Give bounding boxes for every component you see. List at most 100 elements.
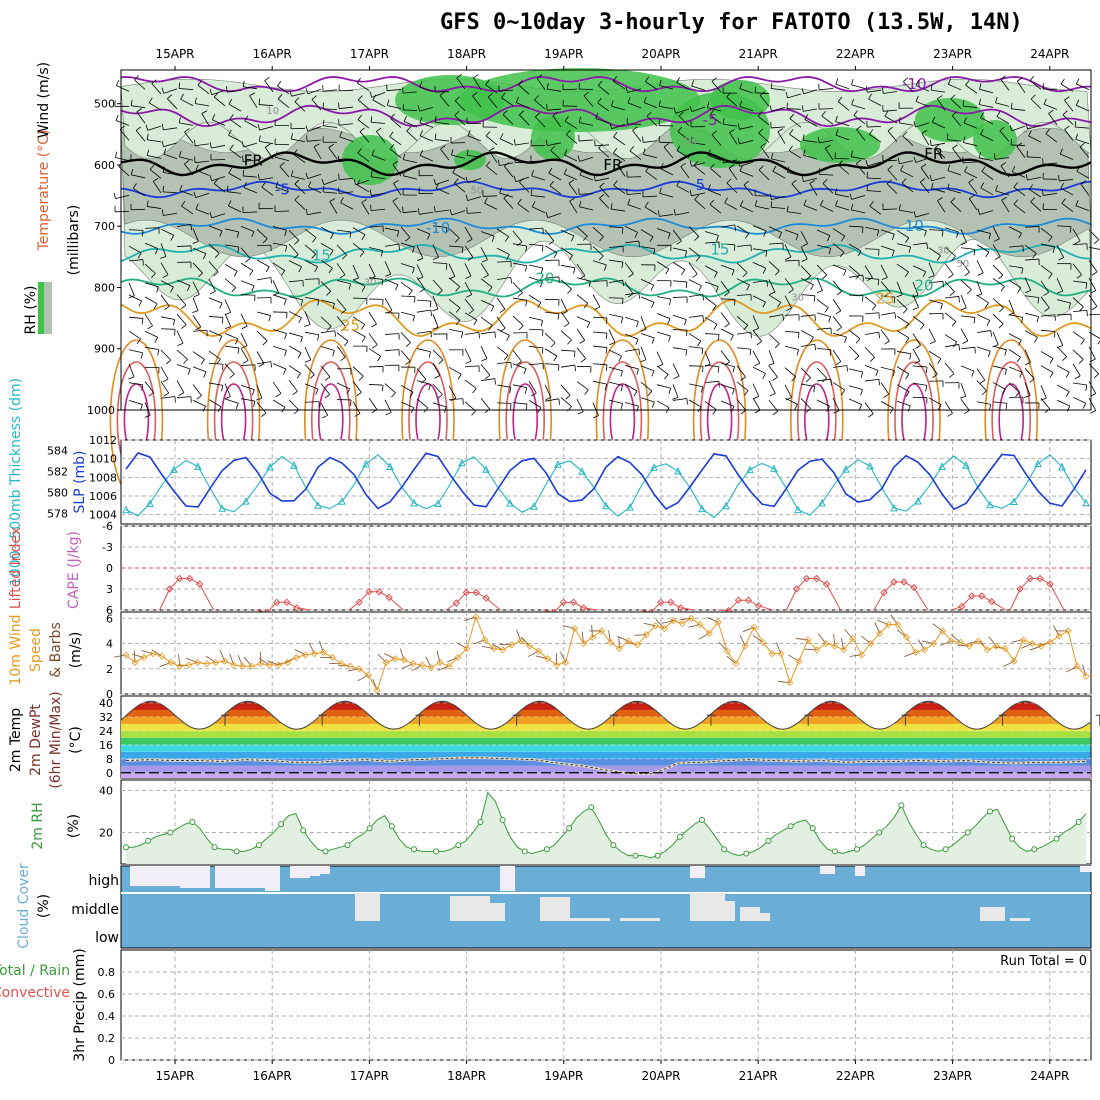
wind-barb xyxy=(944,246,956,257)
wind-barb-flag xyxy=(258,173,260,180)
wind-barb xyxy=(832,332,847,338)
wind-barb-flag xyxy=(1034,336,1038,343)
wind-barb xyxy=(784,330,799,333)
wind-barb-flag xyxy=(926,242,928,249)
wind-barb xyxy=(643,154,658,159)
wind-barb xyxy=(726,182,738,194)
wind-barb-flag xyxy=(594,306,601,310)
wind-barb xyxy=(851,209,866,214)
wind-barb xyxy=(515,102,530,109)
wind-barb xyxy=(979,157,994,162)
wind-barb xyxy=(400,401,414,408)
wind-barb xyxy=(1040,351,1054,359)
wind10m-marker xyxy=(1055,632,1063,640)
wind10m-barb xyxy=(840,638,845,650)
wind-barb-flag xyxy=(803,199,807,206)
wind-barb-flag xyxy=(835,310,842,315)
wind-barb xyxy=(560,311,570,324)
wind-barb xyxy=(678,115,690,127)
wind-barb xyxy=(512,282,523,293)
wind-barb xyxy=(882,208,898,210)
wind-barb xyxy=(768,314,783,318)
wind-barb-flag xyxy=(541,347,544,354)
thickness-marker xyxy=(482,465,490,473)
wind-barb xyxy=(576,347,587,359)
wind-barb xyxy=(432,225,447,228)
wind-barb xyxy=(980,134,994,142)
wind-barb-flag xyxy=(574,365,576,372)
thickness-marker xyxy=(890,503,898,512)
wind-barb xyxy=(707,154,722,161)
wind-barb xyxy=(880,245,895,251)
wind-barb-flag xyxy=(678,111,684,117)
wind-barb xyxy=(562,88,578,91)
wind-barb xyxy=(368,263,376,277)
wind-barb-flag xyxy=(803,149,806,156)
wind-barb xyxy=(208,350,221,360)
wind-barb xyxy=(752,350,761,364)
wind-barb xyxy=(944,281,955,293)
wind-barb xyxy=(163,172,178,175)
wind-barb xyxy=(163,212,178,216)
wind-barb-flag xyxy=(638,348,641,355)
temp-color-band xyxy=(121,751,1091,759)
wind10m-barb xyxy=(608,630,611,643)
wind10m-marker xyxy=(615,645,624,653)
precip-tick-label: 0.2 xyxy=(98,1032,116,1045)
contour-label: -5 xyxy=(275,180,290,198)
wind-barb xyxy=(963,122,978,129)
wind-barb xyxy=(368,384,384,386)
wind-barb-flag xyxy=(573,351,576,358)
wind-barb xyxy=(578,88,594,91)
wind-barb-flag xyxy=(1093,373,1099,379)
wind-barb-flag xyxy=(734,224,737,231)
wind-barb-flag xyxy=(162,123,164,130)
wind-barb-flag xyxy=(155,248,159,255)
wind-barb-flag xyxy=(489,147,495,152)
wind-barb xyxy=(432,314,439,328)
wind-barb xyxy=(579,174,594,181)
wind-barb-flag xyxy=(326,326,332,331)
cloud-middle-block xyxy=(760,913,770,921)
run-total-label: Run Total = 0 xyxy=(1000,954,1087,969)
wind-barb xyxy=(517,203,530,213)
wind-barb-flag xyxy=(370,170,373,177)
lifted-index-line xyxy=(873,581,929,611)
wind-barb xyxy=(181,205,194,215)
wind-barb-flag xyxy=(785,397,792,401)
wind-barb xyxy=(608,259,623,263)
wind-barb xyxy=(1027,156,1042,159)
wind-barb xyxy=(855,163,866,175)
wind-barb xyxy=(291,92,306,97)
wind-barb-flag xyxy=(561,311,568,315)
wind-barb-flag xyxy=(754,362,761,367)
wind-barb xyxy=(820,205,834,212)
wind-barb-flag xyxy=(472,92,478,97)
wind-barb xyxy=(952,148,962,160)
wind-barb xyxy=(464,245,474,258)
wind-barb xyxy=(816,244,831,249)
wind-barb xyxy=(720,384,735,390)
wind-barb xyxy=(136,111,146,124)
rh2m-marker xyxy=(322,848,329,855)
contour-label: FR xyxy=(924,145,943,163)
wind-barb-flag xyxy=(960,242,967,246)
wind-barb xyxy=(256,330,268,342)
wind-barb xyxy=(176,294,187,306)
wind-barb-flag xyxy=(569,197,576,202)
wind-barb xyxy=(576,294,589,304)
wind-barb xyxy=(899,160,914,165)
wind-barb xyxy=(304,228,317,238)
wind-barb xyxy=(128,330,141,340)
wind-barb-flag xyxy=(468,309,474,314)
wind-barb-flag xyxy=(284,333,287,340)
wind-barb-flag xyxy=(693,160,699,166)
wind-barb-flag xyxy=(838,160,843,166)
wind-barb-flag xyxy=(646,111,652,117)
wind-barb xyxy=(530,160,546,162)
contour-label: -5 xyxy=(703,111,718,129)
wind-barb-flag xyxy=(241,141,244,148)
wind-barb xyxy=(768,333,780,344)
wind-barb xyxy=(720,280,730,293)
wind-barb-flag xyxy=(638,292,640,299)
